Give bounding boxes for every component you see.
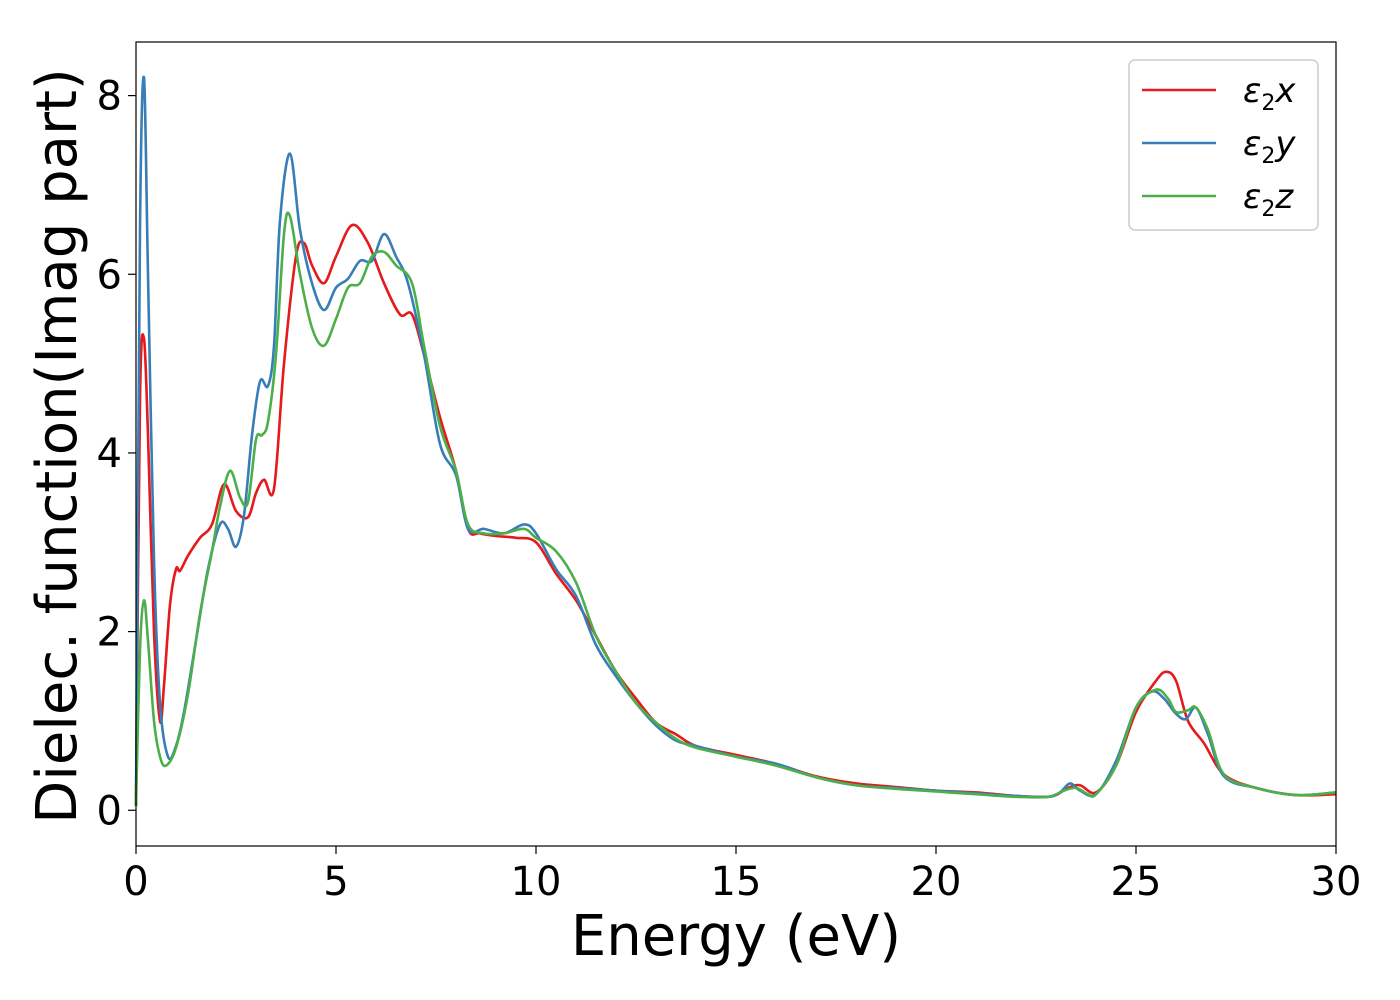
x-axis-title: Energy (eV) [571, 904, 901, 969]
y-tick-label: 6 [97, 252, 122, 298]
y-axis-title: Dielec. function(Imag part) [25, 68, 90, 824]
x-tick-label: 15 [711, 859, 762, 905]
y-tick-label: 0 [97, 788, 122, 834]
legend-label-y: ε2y [1243, 124, 1296, 169]
legend-box [1128, 59, 1319, 231]
y-tick-label: 2 [97, 610, 122, 656]
x-tick-label: 10 [511, 859, 562, 905]
x-tick-label: 5 [323, 859, 348, 905]
x-tick-label: 25 [1111, 859, 1162, 905]
x-tick-label: 20 [911, 859, 962, 905]
x-axis: 0 5 10 15 20 25 30 [123, 846, 1361, 905]
y-tick-label: 8 [97, 74, 122, 120]
series-layer [134, 75, 1337, 806]
x-tick-label: 30 [1311, 859, 1362, 905]
y-axis: 0 2 4 6 8 [97, 74, 136, 834]
legend: ε2x ε2y ε2z [1128, 59, 1319, 231]
legend-label-z: ε2z [1243, 177, 1294, 222]
x-tick-label: 0 [123, 859, 148, 905]
y-tick-label: 4 [97, 431, 122, 477]
legend-label-x: ε2x [1243, 71, 1296, 116]
series-line-z [134, 211, 1337, 806]
